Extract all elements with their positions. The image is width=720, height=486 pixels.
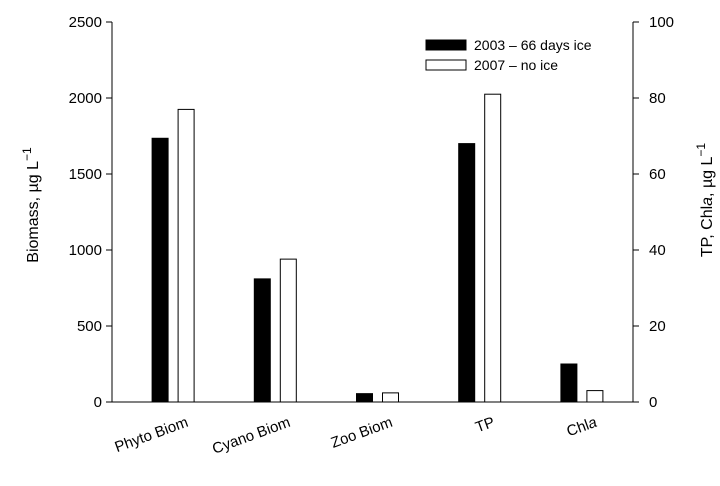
category-label: TP bbox=[473, 414, 497, 437]
bar-s1-tp bbox=[458, 143, 476, 403]
bar-s2-tp bbox=[484, 93, 502, 403]
y-right-tick-label: 0 bbox=[649, 394, 657, 411]
y-left-tick-label: 1000 bbox=[69, 242, 102, 259]
y-right-tick-label: 100 bbox=[649, 14, 674, 31]
y-right-tick-label: 20 bbox=[649, 318, 666, 335]
y-left-tick-label: 1500 bbox=[69, 166, 102, 183]
y-right-tick-label: 80 bbox=[649, 90, 666, 107]
category-labels: Phyto Biom Cyano Biom Zoo Biom TP Chla bbox=[113, 414, 600, 458]
bar-s2-zoo-biom bbox=[382, 392, 399, 403]
y-right-tick-label: 60 bbox=[649, 166, 666, 183]
bar-s1-zoo-biom bbox=[356, 393, 373, 403]
y-left-tick-label: 2000 bbox=[69, 90, 102, 107]
bar-s2-cyano-biom bbox=[279, 258, 297, 403]
legend-swatch bbox=[425, 39, 467, 51]
bar-s1-phyto-biom bbox=[151, 137, 169, 403]
y-left-tick-label: 0 bbox=[94, 394, 102, 411]
bar-s1-chla bbox=[560, 363, 578, 403]
legend-label: 2003 – 66 days ice bbox=[474, 37, 592, 53]
y-right-tick-label: 40 bbox=[649, 242, 666, 259]
bar-s1-cyano-biom bbox=[253, 278, 271, 403]
legend: 2003 – 66 days ice 2007 – no ice bbox=[425, 37, 592, 73]
legend-swatch bbox=[425, 59, 467, 71]
category-label: Chla bbox=[564, 414, 599, 441]
axes: 0 500 1000 1500 2000 2500 0 20 40 60 80 100 bbox=[69, 14, 674, 411]
category-label: Phyto Biom bbox=[113, 414, 191, 456]
bars bbox=[151, 93, 604, 403]
bar-s2-phyto-biom bbox=[177, 108, 195, 403]
category-label: Zoo Biom bbox=[329, 414, 395, 452]
y-axis-left-title: Biomass, µg L−1 bbox=[20, 147, 42, 263]
y-left-tick-label: 500 bbox=[77, 318, 102, 335]
legend-label: 2007 – no ice bbox=[474, 57, 558, 73]
category-label: Cyano Biom bbox=[210, 414, 293, 458]
y-left-tick-label: 2500 bbox=[69, 14, 102, 31]
bar-s2-chla bbox=[586, 390, 604, 403]
y-axis-right-title: TP, Chla, µg L−1 bbox=[694, 143, 716, 258]
